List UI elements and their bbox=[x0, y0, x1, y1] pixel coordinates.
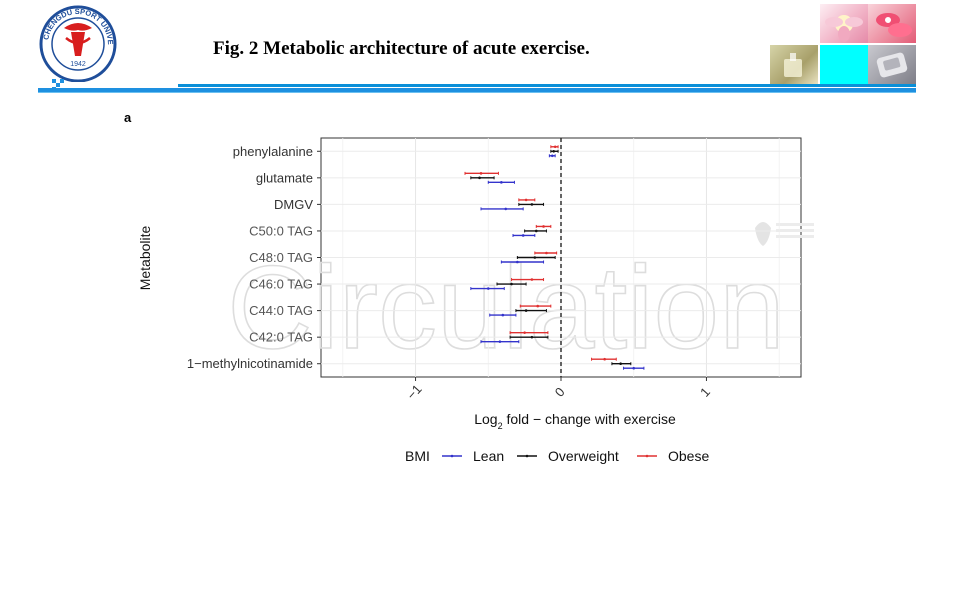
errorbar-point bbox=[516, 260, 519, 264]
y-tick-label: C48:0 TAG bbox=[249, 250, 313, 265]
errorbar-overweight bbox=[518, 202, 545, 206]
glass-photo-tile bbox=[770, 45, 818, 84]
errorbar-point bbox=[479, 172, 483, 175]
errorbar-overweight bbox=[496, 282, 527, 286]
chart-watermark: Circulation bbox=[227, 242, 784, 374]
errorbar-point bbox=[619, 362, 622, 366]
x-tick-label: 0 bbox=[552, 384, 568, 399]
errorbar-overweight bbox=[515, 309, 547, 313]
errorbar-point bbox=[530, 203, 534, 206]
x-axis-title-subscript: 2 bbox=[498, 421, 503, 431]
errorbar-point bbox=[530, 335, 534, 339]
errorbar-obese bbox=[511, 278, 545, 282]
errorbar-lean bbox=[500, 260, 545, 264]
errorbar-overweight bbox=[524, 229, 547, 233]
header-divider-bar bbox=[38, 79, 916, 93]
errorbar-point bbox=[550, 154, 554, 158]
errorbar-point bbox=[536, 304, 540, 308]
legend-label-obese: Obese bbox=[668, 448, 709, 464]
chart-legend: BMI Lean Overweight Obese bbox=[405, 448, 709, 464]
errorbar-obese bbox=[518, 198, 536, 202]
y-tick-label: C42:0 TAG bbox=[249, 330, 313, 345]
logo-year: 1942 bbox=[70, 61, 86, 68]
errorbar-point bbox=[533, 256, 537, 259]
errorbar-point bbox=[504, 207, 508, 211]
y-tick-label: C50:0 TAG bbox=[249, 223, 313, 238]
y-tick-label: glutamate bbox=[256, 170, 313, 185]
slide-title: Fig. 2 Metabolic architecture of acute e… bbox=[213, 38, 590, 59]
legend-swatch-point bbox=[450, 454, 454, 458]
x-axis-title: Log2 fold − change with exercise bbox=[474, 411, 676, 431]
errorbar-lean bbox=[548, 154, 556, 158]
errorbar-overweight bbox=[611, 362, 632, 366]
errorbar-point bbox=[530, 278, 534, 281]
errorbar-obese bbox=[591, 357, 617, 361]
y-tick-label: DMGV bbox=[274, 197, 313, 212]
errorbar-point bbox=[510, 282, 513, 286]
errorbar-obese bbox=[519, 304, 552, 308]
errorbar-obese bbox=[534, 251, 558, 255]
errorbar-point bbox=[534, 229, 538, 233]
errorbar-point bbox=[524, 198, 528, 202]
errorbar-obese bbox=[464, 171, 499, 175]
errorbar-overweight bbox=[509, 335, 549, 339]
errorbar-lean bbox=[489, 313, 517, 317]
errorbar-overweight bbox=[470, 176, 495, 180]
errorbar-point bbox=[478, 176, 481, 180]
errorbar-point bbox=[552, 149, 556, 153]
legend-swatch-point bbox=[525, 454, 529, 458]
x-tick-label: 1 bbox=[697, 384, 713, 399]
errorbar-point bbox=[486, 287, 490, 290]
errorbar-lean bbox=[623, 366, 645, 370]
legend-swatch-point bbox=[645, 454, 649, 458]
errorbar-overweight bbox=[550, 149, 559, 153]
y-axis-title: Metabolite bbox=[137, 225, 153, 290]
errorbar-point bbox=[603, 357, 606, 361]
errorbar-lean bbox=[470, 287, 505, 291]
university-logo: CHENGDU SPORT UNIVERSITY 1942 bbox=[35, 0, 118, 83]
errorbar-point bbox=[632, 366, 636, 370]
cyan-color-tile bbox=[820, 45, 868, 84]
errorbar-point bbox=[500, 181, 503, 184]
legend-label-lean: Lean bbox=[473, 448, 504, 464]
x-axis-title-main: Log bbox=[474, 411, 497, 427]
y-tick-label: C46:0 TAG bbox=[249, 277, 313, 292]
flower-photo-tile bbox=[820, 4, 868, 43]
legend-title: BMI bbox=[405, 448, 430, 464]
errorbar-obese bbox=[550, 145, 559, 149]
x-axis-title-rest: fold − change with exercise bbox=[503, 411, 676, 427]
panel-label: a bbox=[124, 110, 132, 125]
candles-photo-tile bbox=[868, 4, 916, 43]
errorbar-point bbox=[545, 251, 548, 255]
legend-label-overweight: Overweight bbox=[548, 448, 619, 464]
errorbar-lean bbox=[480, 340, 520, 344]
errorbar-overweight bbox=[516, 256, 556, 259]
errorbar-lean bbox=[480, 207, 524, 211]
errorbar-point bbox=[521, 234, 525, 237]
watermark-text-line bbox=[776, 223, 814, 226]
checker-mark bbox=[52, 79, 64, 91]
y-tick-label: phenylalanine bbox=[233, 144, 313, 159]
errorbar-point bbox=[553, 145, 557, 149]
errorbar-obese bbox=[535, 224, 552, 228]
errorbar-obese bbox=[509, 331, 549, 335]
errorbar-point bbox=[523, 331, 526, 334]
heart-watermark-shape bbox=[755, 222, 771, 246]
x-tick-label: −1 bbox=[404, 381, 425, 402]
errorbar-point bbox=[501, 313, 505, 317]
errorbar-lean bbox=[487, 180, 515, 184]
watermark-text-line bbox=[776, 235, 814, 238]
compact-photo-tile bbox=[868, 45, 916, 84]
errorbar-point bbox=[524, 309, 528, 312]
decorative-image-tiles bbox=[770, 4, 916, 84]
errorbar-point bbox=[542, 225, 545, 228]
y-tick-label: C44:0 TAG bbox=[249, 303, 313, 318]
errorbar-point bbox=[498, 340, 502, 343]
errorbar-lean bbox=[512, 233, 536, 237]
y-tick-label: 1−methylnicotinamide bbox=[187, 356, 313, 371]
